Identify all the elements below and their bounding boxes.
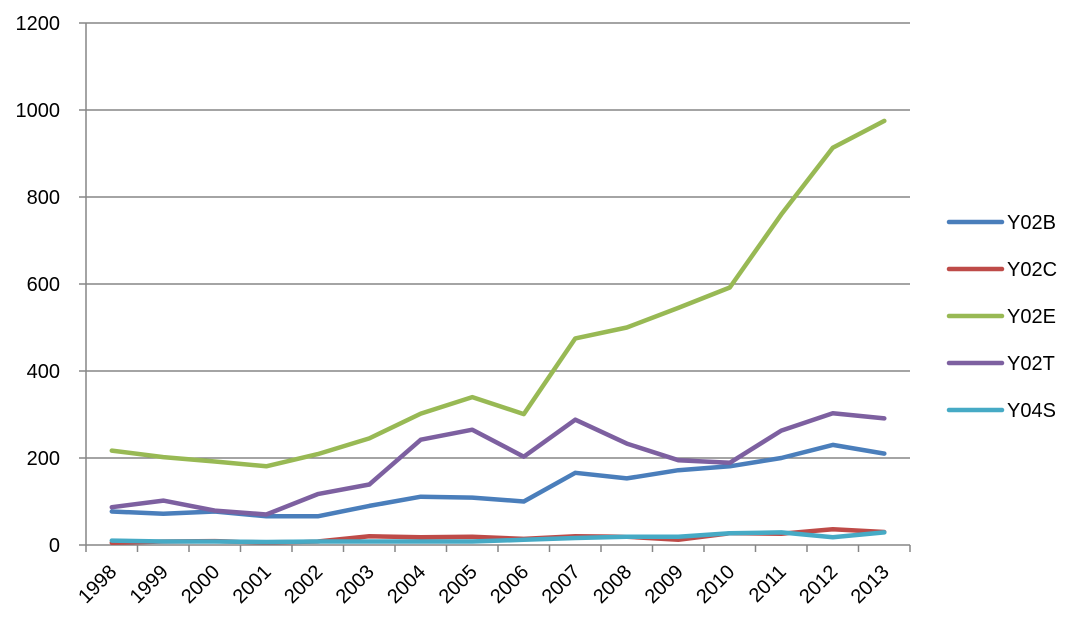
x-tick-label: 2009 [641, 561, 688, 608]
x-tick-label: 2010 [692, 561, 739, 608]
y-tick-label: 200 [27, 448, 60, 470]
gridlines [86, 22, 910, 459]
series-lines [109, 118, 887, 546]
x-tick-label: 2012 [795, 561, 842, 608]
x-tick-label: 2001 [229, 561, 276, 608]
y-tick-label: 1200 [16, 13, 61, 35]
x-tick-label: 2013 [847, 561, 894, 608]
x-tick-label: 2008 [589, 561, 636, 608]
y-tick-label: 600 [27, 274, 60, 296]
x-tick-label: 2005 [435, 561, 482, 608]
legend-label-y02t: Y02T [1007, 353, 1055, 375]
legend: Y02B Y02C Y02E Y02T Y04S [946, 212, 1057, 422]
legend-label-y02c: Y02C [1007, 259, 1057, 281]
legend-label-y02b: Y02B [1007, 212, 1056, 234]
x-tick-label: 2011 [745, 561, 791, 607]
series-line-y02e [109, 118, 887, 469]
x-tick-label: 2006 [486, 561, 533, 608]
x-tick-label: 2004 [383, 561, 430, 608]
x-tick-label: 2000 [177, 561, 224, 608]
y-tick-label: 1000 [16, 100, 61, 122]
x-tick-label: 2002 [280, 561, 327, 608]
series-line-y04s [109, 530, 887, 545]
legend-label-y04s: Y04S [1007, 400, 1056, 422]
y-tick-label: 0 [49, 535, 60, 557]
x-tick-label: 2007 [538, 561, 585, 608]
y-tick-label: 400 [27, 361, 60, 383]
x-tick-label: 1999 [126, 561, 173, 608]
series-line-y02b [109, 442, 887, 519]
x-tick-label: 1998 [74, 561, 121, 608]
x-tick-label: 2003 [332, 561, 379, 608]
series-line-y02t [109, 410, 887, 517]
y-tick-label: 800 [27, 187, 60, 209]
legend-label-y02e: Y02E [1007, 306, 1056, 328]
